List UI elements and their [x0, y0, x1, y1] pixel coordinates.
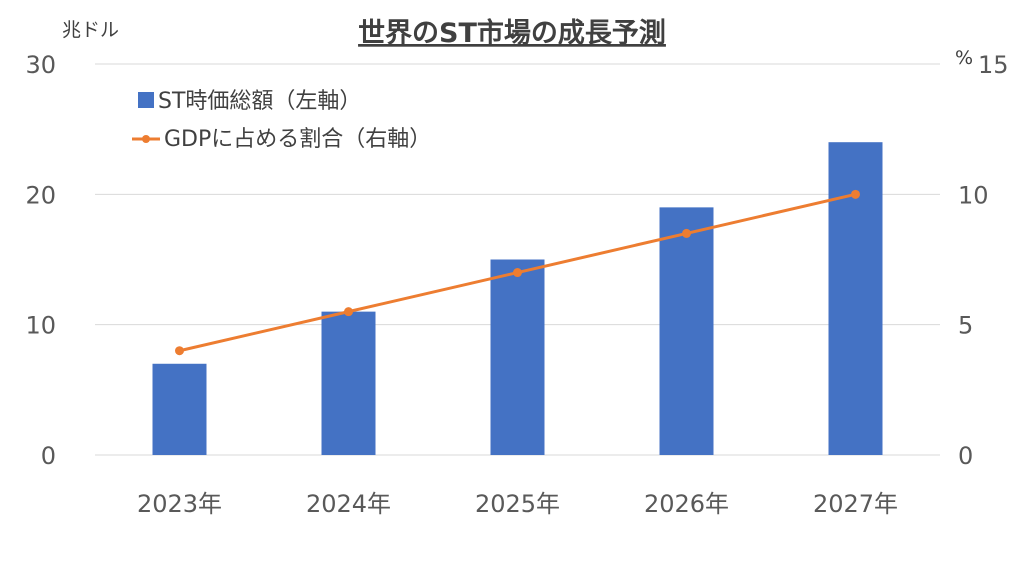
axes: 0 10 20 30 0 5 10 15 2023年 2024年 2025年 2026年 2027年: [25, 51, 1008, 518]
line-point: [344, 307, 353, 317]
x-category-label: 2027年: [813, 490, 898, 518]
bar-series: [152, 142, 883, 455]
legend-line-label: GDPに占める割合（右軸）: [164, 127, 431, 152]
legend-bar-label: ST時価総額（左軸）: [158, 89, 361, 114]
x-category-label: 2025年: [475, 490, 560, 518]
chart-title: 世界のST市場の成長予測: [358, 17, 666, 49]
bar: [490, 259, 545, 455]
x-category-label: 2024年: [306, 490, 391, 518]
left-axis-unit: 兆ドル: [62, 19, 119, 41]
bar: [828, 142, 883, 455]
line-point: [851, 189, 860, 199]
left-tick-label: 30: [25, 51, 56, 79]
left-tick-label: 10: [25, 312, 56, 340]
legend: ST時価総額（左軸） GDPに占める割合（右軸）: [132, 89, 431, 152]
line-point: [513, 268, 522, 278]
right-tick-label: 5: [958, 312, 973, 340]
right-axis-unit-percent: %: [955, 47, 973, 69]
right-tick-label: 0: [958, 442, 973, 470]
right-tick-label: 15: [978, 51, 1009, 79]
right-tick-label: 10: [958, 181, 989, 209]
line-point: [175, 346, 184, 356]
line-point: [682, 228, 691, 238]
line-series: [175, 189, 860, 356]
bar: [659, 207, 714, 455]
x-category-label: 2026年: [644, 490, 729, 518]
legend-line-marker: [142, 135, 150, 143]
left-tick-label: 20: [25, 181, 56, 209]
legend-bar-swatch: [138, 92, 154, 108]
left-tick-label: 0: [41, 442, 56, 470]
bar: [152, 363, 207, 455]
x-category-label: 2023年: [137, 490, 222, 518]
bar: [321, 311, 376, 455]
